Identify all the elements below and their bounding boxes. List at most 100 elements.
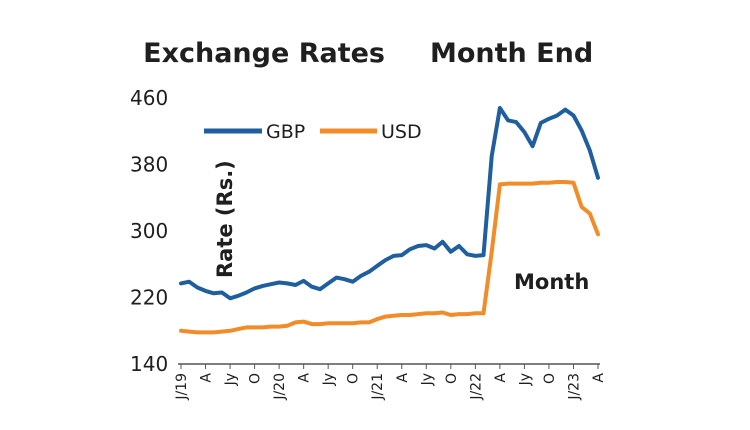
data-point-gbp (351, 280, 355, 284)
data-point-usd (204, 330, 207, 334)
data-point-gbp (212, 291, 216, 295)
data-point-gbp (588, 148, 592, 152)
data-point-gbp (441, 240, 445, 244)
data-point-gbp (261, 284, 265, 288)
data-point-gbp (187, 280, 191, 284)
data-point-usd (359, 320, 363, 324)
x-tick-label: O (444, 373, 460, 384)
data-point-gbp (473, 254, 477, 258)
data-point-gbp (506, 118, 510, 122)
data-point-usd (531, 182, 535, 186)
data-point-usd (244, 325, 248, 329)
data-point-usd (220, 330, 224, 334)
data-point-usd (547, 181, 551, 185)
data-point-usd (383, 315, 387, 319)
data-point-usd (506, 182, 510, 186)
data-point-usd (465, 312, 469, 316)
y-tick-label: 220 (130, 286, 168, 310)
x-tick-label: A (395, 373, 411, 383)
data-point-gbp (457, 244, 461, 248)
x-tick-label: J/21 (370, 373, 386, 401)
legend: GBP USD (204, 121, 422, 143)
plot-area (179, 106, 600, 335)
data-point-usd (514, 182, 518, 186)
data-point-gbp (285, 281, 289, 285)
data-point-usd (343, 321, 346, 325)
data-point-usd (473, 311, 477, 315)
data-point-gbp (359, 274, 363, 278)
data-point-usd (277, 325, 281, 329)
data-point-usd (596, 232, 600, 236)
data-point-gbp (416, 244, 420, 248)
chart-subtitle: Month End (430, 38, 593, 69)
data-point-gbp (318, 287, 322, 291)
x-tick-label: Jy (517, 373, 533, 386)
data-point-usd (318, 322, 322, 326)
y-axis-label: Rate (Rs.) (213, 160, 237, 278)
x-tick-label: O (542, 373, 558, 384)
data-point-gbp (310, 285, 314, 289)
x-axis-label: Month (514, 270, 589, 294)
x-tick-label: Jy (419, 373, 435, 386)
x-tick-label: O (248, 373, 264, 384)
y-axis-ticks: 460 380 300 220 140 (130, 86, 168, 376)
data-point-usd (408, 313, 412, 317)
x-tick-label: J/19 (174, 373, 190, 401)
data-point-usd (441, 311, 445, 314)
data-point-gbp (326, 281, 330, 285)
data-point-usd (310, 322, 314, 326)
data-point-usd (457, 312, 461, 316)
x-tick-label: J/20 (272, 373, 288, 401)
data-point-usd (449, 313, 453, 317)
data-point-gbp (179, 281, 183, 285)
data-point-gbp (514, 120, 518, 124)
y-tick-label: 460 (130, 86, 168, 110)
data-point-usd (555, 180, 559, 184)
data-point-gbp (204, 289, 207, 293)
data-point-usd (326, 321, 330, 325)
data-point-gbp (563, 108, 567, 112)
data-point-gbp (253, 286, 257, 290)
x-tick-label: Jy (223, 373, 239, 386)
data-point-usd (482, 311, 485, 315)
series-line-gbp (179, 106, 600, 301)
data-point-gbp (375, 264, 379, 268)
data-point-usd (253, 325, 257, 329)
data-point-usd (236, 327, 240, 331)
data-point-gbp (367, 270, 371, 274)
data-point-usd (539, 181, 543, 185)
data-point-gbp (294, 283, 297, 287)
data-point-usd (334, 321, 338, 325)
data-point-gbp (555, 114, 559, 117)
x-tick-label: Jy (321, 373, 337, 386)
data-point-usd (179, 329, 183, 333)
data-point-gbp (580, 128, 584, 132)
data-point-usd (351, 321, 355, 325)
data-point-usd (433, 311, 436, 315)
data-point-gbp (490, 154, 494, 158)
data-point-gbp (392, 254, 396, 258)
data-point-gbp (383, 258, 387, 262)
x-axis-ticks: J/19 A Jy O J/20 A Jy O J/21 A Jy O J/22 A Jy O J/23 A (174, 364, 607, 401)
chart-title: Exchange Rates (143, 38, 385, 69)
data-point-gbp (572, 114, 575, 117)
data-point-gbp (236, 294, 240, 298)
data-point-usd (580, 205, 584, 209)
data-point-usd (228, 329, 232, 333)
x-tick-label: A (493, 373, 509, 383)
y-tick-label: 380 (130, 153, 168, 177)
data-point-gbp (498, 106, 502, 110)
data-point-gbp (220, 291, 224, 294)
x-tick-label: A (297, 373, 313, 383)
data-point-usd (424, 311, 428, 315)
data-point-usd (261, 325, 265, 329)
y-tick-label: 140 (130, 352, 168, 376)
x-tick-label: A (591, 373, 607, 383)
y-tick-label: 300 (130, 219, 168, 243)
data-point-usd (195, 330, 199, 334)
data-point-usd (498, 182, 502, 186)
data-point-gbp (277, 281, 281, 284)
data-point-gbp (400, 253, 404, 257)
